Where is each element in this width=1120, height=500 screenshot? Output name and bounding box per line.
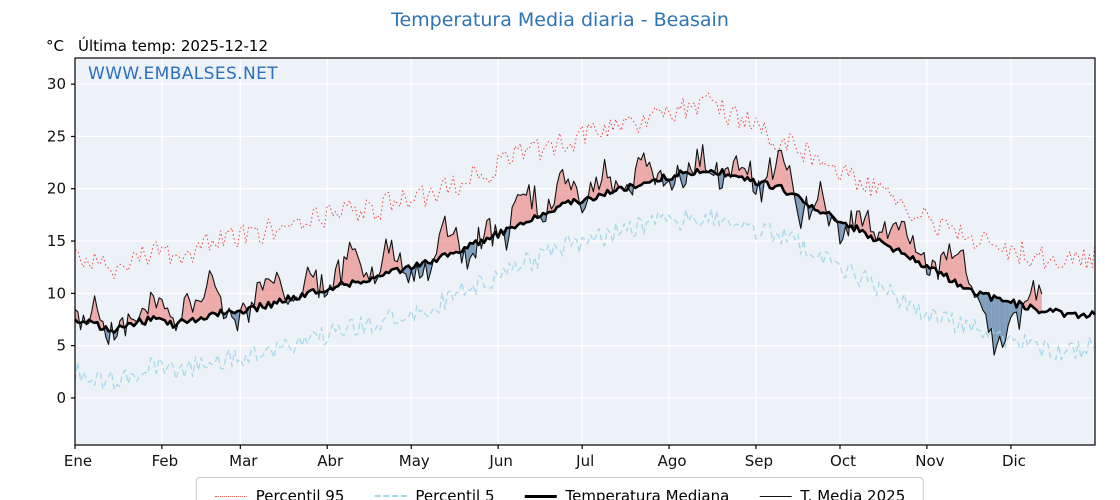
- chart-legend: Percentil 95 Percentil 5 Temperatura Med…: [195, 477, 925, 500]
- percentil-95-line: [74, 92, 1096, 279]
- watermark: WWW.EMBALSES.NET: [88, 64, 279, 84]
- x-tick-label: Oct: [830, 452, 856, 470]
- legend-item-percentil-95: Percentil 95: [214, 487, 345, 500]
- y-tick-label: 15: [47, 232, 66, 250]
- y-axis: 0 5 10 15 20 25 30: [47, 75, 75, 407]
- percentil-5-line: [74, 208, 1096, 391]
- legend-label-percentil-95: Percentil 95: [255, 487, 345, 500]
- x-tick-label: Sep: [745, 452, 773, 470]
- gridlines: [75, 58, 1095, 445]
- y-tick-label: 25: [47, 127, 66, 145]
- legend-item-media-2025: T. Media 2025: [759, 487, 905, 500]
- legend-label-percentil-5: Percentil 5: [415, 487, 495, 500]
- t-media-2025-line: [74, 144, 1043, 356]
- y-tick-label: 20: [47, 180, 66, 198]
- x-tick-label: Jun: [488, 452, 512, 470]
- legend-label-mediana: Temperatura Mediana: [565, 487, 730, 500]
- chart-title: Temperatura Media diaria - Beasain: [391, 9, 729, 31]
- plot-background: [75, 58, 1095, 445]
- y-tick-label: 10: [47, 284, 66, 302]
- x-tick-label: Feb: [152, 452, 179, 470]
- x-tick-label: Dic: [1002, 452, 1026, 470]
- mediana-line: [74, 167, 1096, 334]
- x-axis: Ene Feb Mar Abr May Jun Jul Ago Sep Oct Nov Dic: [64, 445, 1026, 470]
- x-tick-label: May: [399, 452, 430, 470]
- y-axis-unit-label: °C: [46, 37, 64, 55]
- last-temp-label: Última temp: 2025-12-12: [77, 37, 268, 55]
- mediana-line-sample: [524, 494, 557, 498]
- x-tick-label: Ago: [658, 452, 687, 470]
- percentil-95-line-sample: [214, 495, 247, 497]
- media-2025-line-sample: [759, 495, 792, 497]
- y-tick-label: 0: [56, 389, 66, 407]
- x-tick-label: Mar: [229, 452, 258, 470]
- legend-item-percentil-5: Percentil 5: [374, 487, 494, 500]
- x-tick-label: Nov: [915, 452, 944, 470]
- plot-border: [74, 57, 1096, 446]
- y-tick-label: 30: [47, 75, 66, 93]
- legend-label-media-2025: T. Media 2025: [800, 487, 906, 500]
- x-tick-label: Abr: [317, 452, 344, 470]
- legend-item-mediana: Temperatura Mediana: [524, 487, 729, 500]
- x-tick-label: Jul: [575, 452, 594, 470]
- x-tick-label: Ene: [64, 452, 92, 470]
- chart-subheader: °C Última temp: 2025-12-12: [46, 37, 268, 55]
- y-tick-label: 5: [56, 337, 66, 355]
- percentil-5-line-sample: [374, 495, 407, 497]
